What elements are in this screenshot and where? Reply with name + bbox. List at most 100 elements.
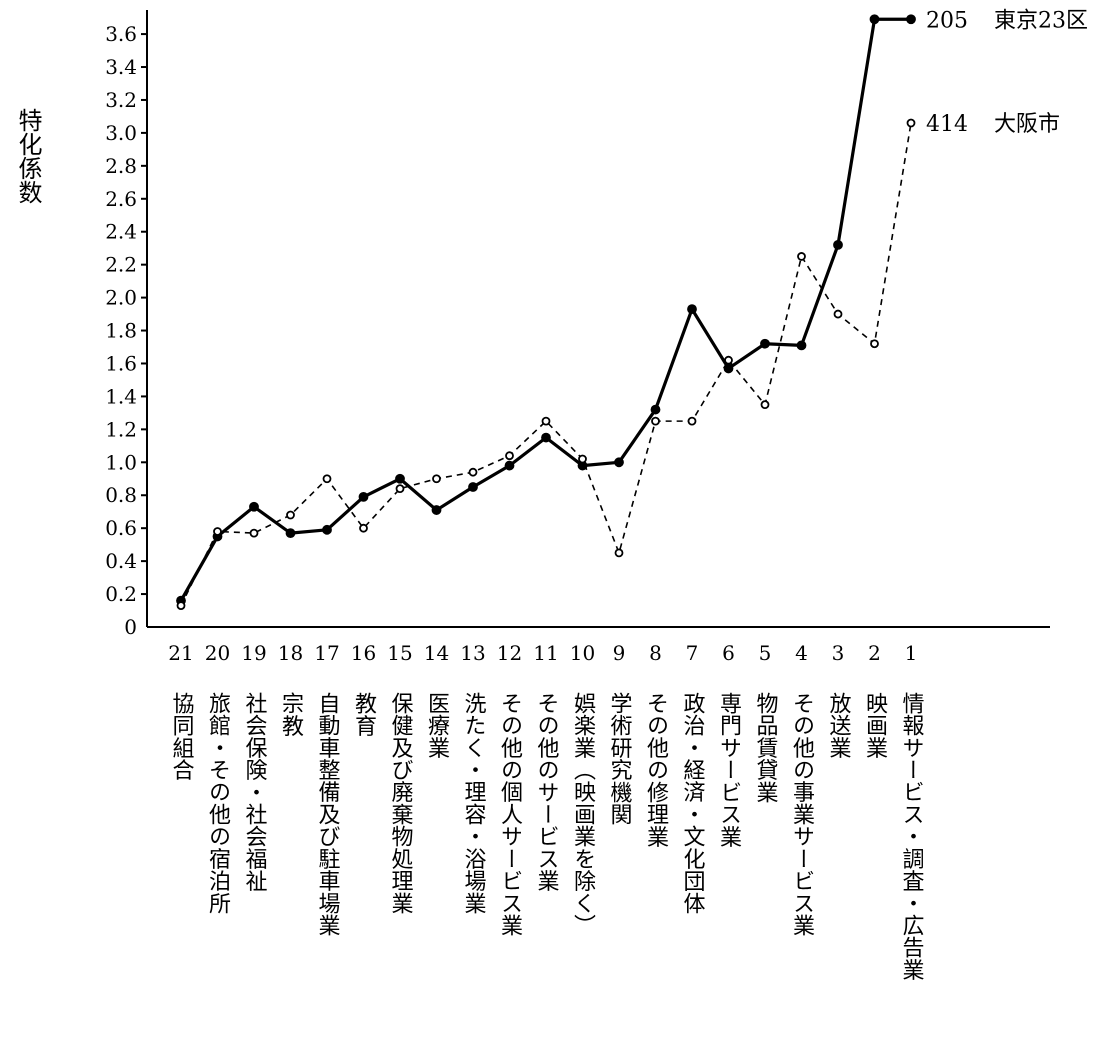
- y-tick-label: 3.0: [105, 121, 137, 145]
- data-point: [869, 14, 880, 25]
- data-point: [578, 454, 587, 464]
- x-tick-label: 6: [722, 641, 735, 665]
- category-name: 放送業: [826, 692, 852, 759]
- category-name: その他のサービス業: [534, 692, 560, 892]
- series-end-value: 205: [926, 8, 968, 33]
- data-point: [431, 505, 442, 515]
- y-tick-label: 3.4: [105, 55, 137, 79]
- data-point: [249, 528, 259, 538]
- data-point: [870, 339, 879, 349]
- x-tick-label: 14: [424, 641, 449, 665]
- x-ticks: 21 20 19 18 17 16 15 14 13 12 11 10 9 8 7 6 5 4 3 2 1: [168, 641, 917, 665]
- category-name: 学術研究機関: [607, 692, 633, 826]
- x-tick-label: 1: [905, 641, 918, 665]
- data-point: [395, 484, 405, 494]
- x-tick-label: 10: [570, 641, 595, 665]
- y-tick-label: 2.6: [105, 187, 137, 211]
- category-name: 専門サービス業: [716, 692, 742, 848]
- data-point: [650, 404, 661, 415]
- data-point: [249, 501, 259, 512]
- data-point: [432, 474, 441, 484]
- data-point: [322, 474, 332, 484]
- y-tick-label: 0: [124, 615, 137, 639]
- data-point: [760, 400, 770, 410]
- data-point: [468, 482, 478, 492]
- x-tick-label: 8: [649, 641, 662, 665]
- category-name: 協同組合: [169, 692, 195, 781]
- series-name: 東京23区: [994, 8, 1088, 33]
- y-tick-label: 1.6: [105, 351, 137, 375]
- data-point: [504, 460, 515, 471]
- data-point: [322, 524, 332, 535]
- y-tick-label: 1.8: [105, 319, 137, 343]
- data-point: [285, 528, 296, 539]
- series-name: 大阪市: [994, 112, 1060, 137]
- category-name: 社会保険・社会福祉: [242, 692, 268, 892]
- data-point: [614, 548, 624, 558]
- category-name: その他の修理業: [643, 692, 669, 848]
- category-name: 宗教: [278, 692, 304, 737]
- x-tick-label: 3: [832, 641, 845, 665]
- category-name: 教育: [351, 692, 377, 737]
- series-line-1: [180, 122, 912, 606]
- category-name: 自動車整備及び駐車場業: [315, 692, 341, 937]
- x-tick-label: 12: [497, 641, 522, 665]
- x-tick-label: 18: [278, 641, 303, 665]
- y-tick-label: 0.2: [105, 582, 137, 606]
- data-point: [286, 510, 295, 520]
- data-point: [395, 473, 405, 484]
- data-point: [213, 527, 222, 536]
- data-point: [906, 14, 916, 25]
- y-tick-label: 3.6: [105, 22, 137, 46]
- data-point: [468, 467, 478, 477]
- data-point: [651, 416, 660, 426]
- y-ticks: 0 0.2 0.4 0.6 0.8 1.0 1.2 1.4 1.6 1.8 2.0 2.2 2.4 2.6…: [105, 22, 147, 639]
- y-tick-label: 0.4: [105, 549, 137, 573]
- x-tick-label: 4: [795, 641, 808, 665]
- x-tick-label: 15: [387, 641, 412, 665]
- x-tick-label: 20: [205, 641, 230, 665]
- category-names: 協同組合旅館・その他の宿泊所社会保険・社会福祉宗教自動車整備及び駐車場業教育保健…: [169, 692, 925, 981]
- data-point: [833, 309, 843, 319]
- category-name: 映画業: [862, 692, 888, 759]
- y-tick-label: 3.2: [105, 88, 137, 112]
- category-name: 娯楽業（映画業を除く）: [570, 692, 596, 936]
- y-tick-label: 1.4: [105, 384, 137, 408]
- y-tick-label: 2.4: [105, 220, 137, 244]
- x-tick-label: 2: [868, 641, 881, 665]
- category-name: 情報サービス・調査・広告業: [899, 692, 925, 981]
- y-tick-label: 2.8: [105, 154, 137, 178]
- category-name: 政治・経済・文化団体: [680, 692, 706, 914]
- y-axis-label: 特化係数: [14, 108, 42, 204]
- data-point: [176, 601, 186, 610]
- data-point: [796, 340, 807, 351]
- y-tick-label: 2.0: [105, 286, 137, 310]
- category-name: その他の個人サービス業: [497, 692, 523, 937]
- category-name: 洗たく・理容・浴場業: [461, 692, 487, 914]
- category-name: その他の事業サービス業: [789, 692, 815, 937]
- category-name: 医療業: [424, 692, 450, 759]
- category-name: 物品賃貸業: [753, 692, 779, 803]
- category-name: 旅館・その他の宿泊所: [205, 692, 231, 914]
- series-end-value: 414: [926, 112, 968, 137]
- series-labels: 205 東京23区 414 大阪市: [926, 8, 1088, 137]
- y-tick-label: 0.6: [105, 516, 137, 540]
- data-point: [797, 252, 806, 261]
- data-point: [541, 432, 551, 443]
- x-tick-label: 7: [686, 641, 699, 665]
- data-point: [687, 304, 697, 315]
- y-tick-label: 2.2: [105, 253, 137, 277]
- x-tick-label: 21: [168, 641, 193, 665]
- data-point: [614, 457, 624, 468]
- y-tick-label: 0.8: [105, 483, 137, 507]
- data-point: [358, 491, 369, 502]
- data-point: [833, 239, 843, 250]
- data-point: [505, 451, 514, 461]
- x-tick-label: 11: [533, 641, 558, 665]
- data-point: [687, 416, 697, 426]
- x-tick-label: 19: [241, 641, 266, 665]
- x-tick-label: 16: [351, 641, 376, 665]
- y-tick-label: 1.0: [105, 450, 137, 474]
- x-tick-label: 5: [759, 641, 772, 665]
